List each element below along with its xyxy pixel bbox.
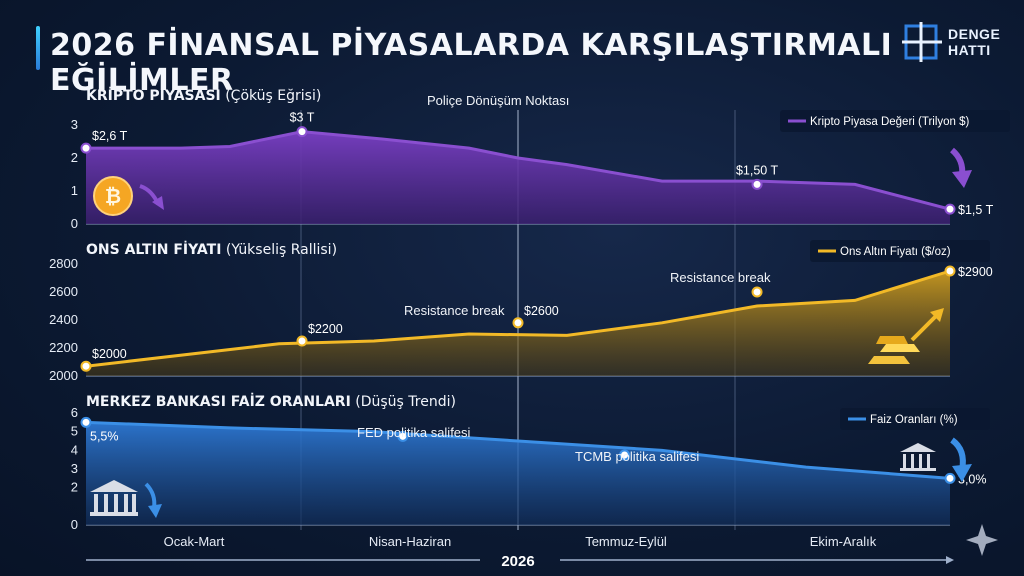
rates-area: [86, 422, 950, 525]
rates-ytick-6: 6: [71, 405, 78, 420]
rates-legend-box: [840, 408, 990, 430]
logo: DENGE HATTI: [902, 20, 1012, 72]
crypto-legend-box: [780, 110, 1010, 132]
gold-panel-title: ONS ALTIN FİYATI (Yükseliş Rallisi): [86, 241, 337, 258]
gold-ytick-2000: 2000: [49, 368, 78, 383]
crypto-panel: 0 1 2 3 $2,6 T $3 T $1,50 T $1,5 T Kripto Piyasa…: [71, 110, 1010, 231]
crypto-point-label-2: $1,50 T: [736, 163, 779, 177]
trend-down-arrow-icon-crypto-right: [949, 147, 972, 188]
gold-ytick-2800: 2800: [49, 256, 78, 271]
crypto-point-1: [296, 126, 308, 138]
gold-point-label-4: $2900: [958, 265, 993, 279]
rates-point-1: [397, 430, 409, 442]
rates-point-3: [944, 472, 956, 484]
svg-text:₿: ₿: [105, 184, 121, 208]
gold-point-3: [751, 286, 763, 298]
crypto-legend-label: Kripto Piyasa Değeri (Trilyon $): [810, 116, 970, 128]
crypto-panel-title: KRİPTO PİYASASI (Çöküş Eğrisi): [86, 87, 321, 104]
rates-legend: Faiz Oranları (%): [840, 408, 990, 430]
rates-ytick-3: 3: [71, 461, 78, 476]
gold-ytick-2200: 2200: [49, 340, 78, 355]
gold-ytick-2400: 2400: [49, 312, 78, 327]
crypto-area: [86, 131, 950, 224]
crypto-ytick-1: 1: [71, 183, 78, 198]
crypto-point-label-0: $2,6 T: [92, 129, 128, 143]
crypto-point-3: [944, 203, 956, 215]
crypto-point-label-3: $1,5 T: [958, 203, 994, 217]
logo-line1: DENGE: [948, 26, 1001, 42]
quarter-labels: Ocak-Mart Nisan-Haziran Temmuz-Eylül Ekim-A…: [164, 534, 877, 549]
rates-annotation-tcmb: TCMB politika salifesi: [575, 449, 699, 464]
quarter-label-3: Ekim-Aralık: [810, 534, 877, 549]
rates-point-label-0: 5,5%: [90, 429, 119, 443]
bank-icon-right: [900, 437, 972, 482]
rates-line: [85, 420, 951, 480]
rates-point-0: [80, 416, 92, 428]
logo-line2: HATTI: [948, 42, 991, 58]
gold-line: [85, 269, 951, 368]
gold-legend: Ons Altın Fiyatı ($/oz): [810, 240, 990, 262]
rates-panel-title: MERKEZ BANKASI FAİZ ORANLARI (Düşüş Tren…: [86, 393, 456, 410]
policy-point-label: Poliçe Dönüşüm Noktası: [427, 93, 569, 108]
gold-area: [86, 271, 950, 376]
crypto-legend: Kripto Piyasa Değeri (Trilyon $): [780, 110, 1010, 132]
crypto-ytick-3: 3: [71, 117, 78, 132]
gold-point-2: [512, 317, 524, 329]
rates-annotation-fed: FED politika salifesi: [357, 425, 471, 440]
gold-point-label-2: $2600: [524, 304, 559, 318]
crypto-ytick-2: 2: [71, 150, 78, 165]
rates-legend-label: Faiz Oranları (%): [870, 414, 958, 426]
time-axis-arrow: [946, 556, 954, 564]
gold-ytick-2600: 2600: [49, 284, 78, 299]
crypto-line: [86, 130, 951, 211]
crypto-ytick-0: 0: [71, 216, 78, 231]
gold-legend-box: [810, 240, 990, 262]
gold-panel: 2000 2200 2400 2600 2800 $2000 $2200 $2600 $2900…: [49, 240, 993, 383]
gold-point-label-0: $2000: [92, 347, 127, 361]
sparkle-icon: [966, 524, 998, 556]
gold-bars-icon: [868, 308, 944, 364]
gold-annotation-2: Resistance break: [670, 270, 771, 285]
page-title: 2026 FİNANSAL PİYASALARDA KARŞILAŞTIRMAL…: [50, 28, 893, 98]
gold-point-1: [296, 335, 308, 347]
crypto-point-0: [80, 142, 92, 154]
quarter-label-2: Temmuz-Eylül: [585, 534, 667, 549]
title-accent-bar: [36, 26, 40, 70]
rates-ytick-0: 0: [71, 517, 78, 532]
gold-legend-label: Ons Altın Fiyatı ($/oz): [840, 246, 951, 258]
time-axis: 2026: [86, 553, 954, 570]
crypto-point-2: [751, 178, 763, 190]
logo-icon: [902, 22, 942, 62]
bitcoin-icon: ₿: [93, 176, 133, 216]
rates-ytick-2: 2: [71, 480, 78, 495]
trend-down-arrow-icon: [139, 184, 164, 210]
rates-ytick-5: 5: [71, 424, 78, 439]
quarter-label-0: Ocak-Mart: [164, 534, 225, 549]
bank-icon: [90, 480, 162, 518]
gold-point-0: [80, 360, 92, 372]
crypto-point-label-1: $3 T: [290, 111, 315, 125]
gold-annotation-1: Resistance break: [404, 303, 505, 318]
year-label: 2026: [501, 553, 534, 570]
quarter-label-1: Nisan-Haziran: [369, 534, 451, 549]
gold-point-4: [944, 265, 956, 277]
rates-ytick-4: 4: [71, 442, 78, 457]
gold-point-label-1: $2200: [308, 322, 343, 336]
rates-point-2: [619, 449, 631, 461]
